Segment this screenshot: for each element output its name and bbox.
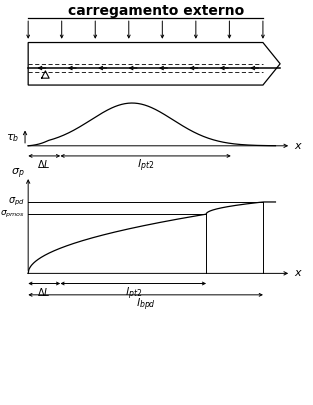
Text: x: x [294,141,301,151]
Text: x: x [294,269,301,278]
Text: $l_{pt2}$: $l_{pt2}$ [137,158,154,174]
Text: $\Delta L$: $\Delta L$ [38,158,51,170]
Text: $\sigma_{pmos}$: $\sigma_{pmos}$ [0,209,25,220]
Text: $\sigma_{pd}$: $\sigma_{pd}$ [8,196,25,208]
Text: carregamento externo: carregamento externo [68,4,245,18]
Text: $\tau_b$: $\tau_b$ [6,132,19,144]
Text: $l_{bpd}$: $l_{bpd}$ [136,297,156,313]
Text: $\Delta L$: $\Delta L$ [38,286,51,298]
Text: $\sigma_p$: $\sigma_p$ [12,167,25,181]
Text: $l_{pt2}$: $l_{pt2}$ [125,286,142,302]
